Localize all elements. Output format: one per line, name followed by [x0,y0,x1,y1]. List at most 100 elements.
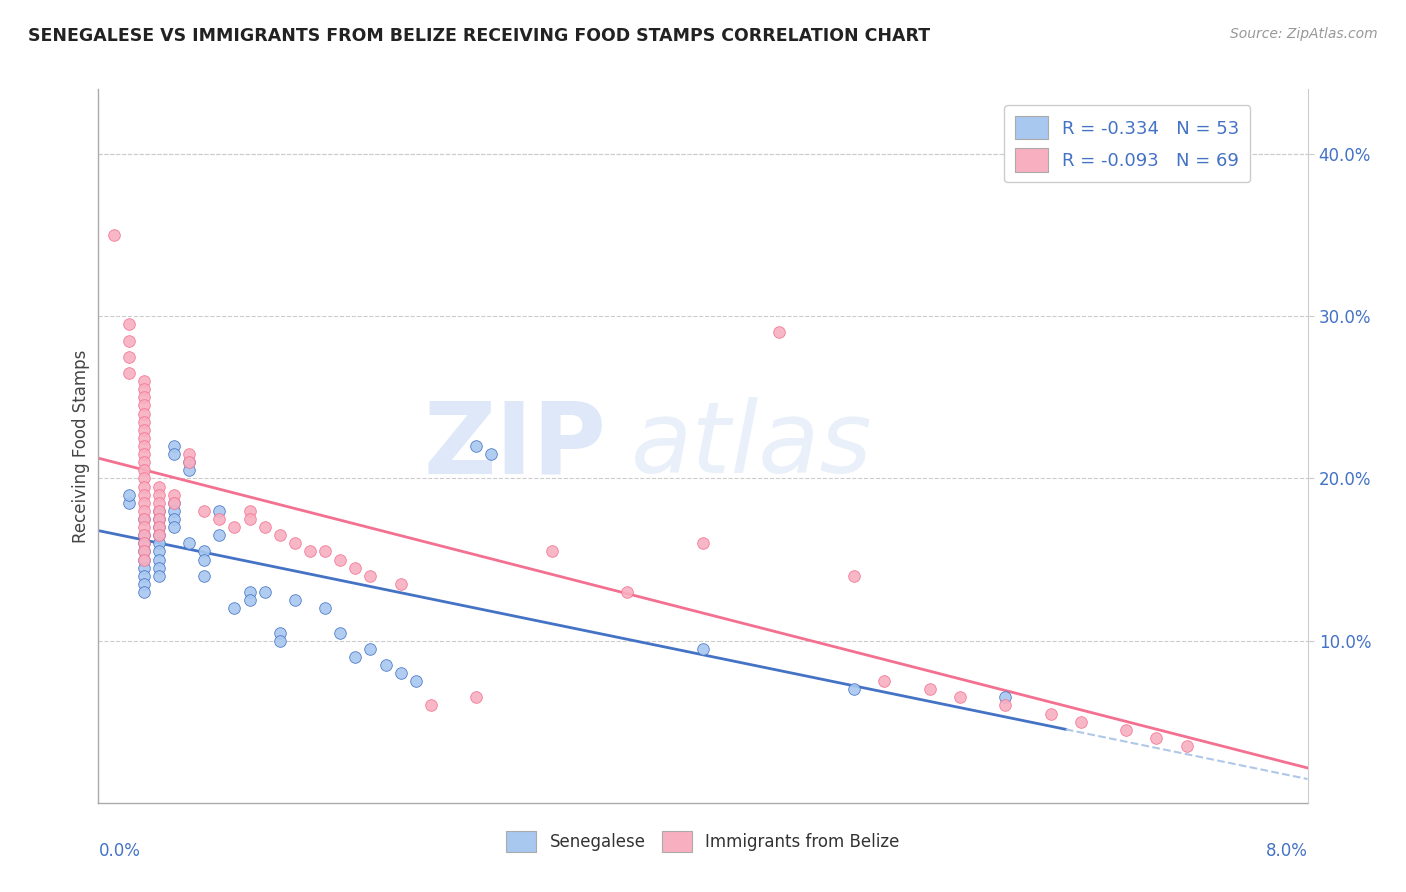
Point [768,326,790,340]
Point [253,585,276,599]
Point [873,674,896,689]
Point [132,471,155,485]
Text: 0.0%: 0.0% [98,842,141,860]
Point [148,496,170,510]
Point [132,552,155,566]
Point [224,520,246,534]
Point [148,488,170,502]
Point [148,552,170,566]
Point [329,625,352,640]
Point [118,334,141,348]
Point [692,536,714,550]
Point [239,593,262,607]
Point [132,544,155,558]
Point [163,488,186,502]
Point [1039,706,1062,721]
Point [224,601,246,615]
Point [118,350,141,364]
Point [132,520,155,534]
Point [163,520,186,534]
Point [132,488,155,502]
Point [132,585,155,599]
Point [132,431,155,445]
Point [994,690,1017,705]
Point [148,512,170,526]
Point [132,504,155,518]
Point [844,568,866,582]
Point [163,439,186,453]
Point [1070,714,1092,729]
Text: 8.0%: 8.0% [1265,842,1308,860]
Point [405,674,427,689]
Point [844,682,866,697]
Point [465,439,488,453]
Point [132,415,155,429]
Point [148,512,170,526]
Point [208,504,231,518]
Point [314,601,336,615]
Point [118,318,141,332]
Point [1146,731,1168,745]
Point [179,455,201,469]
Point [193,552,215,566]
Point [481,447,503,461]
Point [148,528,170,542]
Text: atlas: atlas [630,398,872,494]
Point [179,536,201,550]
Point [239,504,262,518]
Point [193,544,215,558]
Point [465,690,488,705]
Point [163,512,186,526]
Point [163,504,186,518]
Text: Source: ZipAtlas.com: Source: ZipAtlas.com [1230,27,1378,41]
Point [360,568,382,582]
Point [148,568,170,582]
Point [132,374,155,388]
Point [148,528,170,542]
Point [132,496,155,510]
Point [1115,723,1137,737]
Point [132,536,155,550]
Y-axis label: Receiving Food Stamps: Receiving Food Stamps [72,350,90,542]
Point [148,504,170,518]
Point [360,641,382,656]
Point [344,560,367,574]
Point [148,479,170,493]
Point [193,568,215,582]
Point [132,512,155,526]
Point [329,552,352,566]
Point [132,536,155,550]
Point [118,496,141,510]
Point [692,641,714,656]
Point [132,479,155,493]
Point [148,536,170,550]
Point [269,528,291,542]
Point [344,649,367,664]
Point [616,585,638,599]
Point [132,512,155,526]
Point [918,682,941,697]
Point [239,512,262,526]
Point [269,625,291,640]
Point [314,544,336,558]
Point [389,577,412,591]
Point [949,690,972,705]
Point [179,463,201,477]
Point [148,544,170,558]
Point [132,463,155,477]
Point [132,568,155,582]
Point [132,552,155,566]
Point [1175,739,1198,753]
Point [132,447,155,461]
Point [163,496,186,510]
Point [239,585,262,599]
Point [163,447,186,461]
Point [208,512,231,526]
Point [118,366,141,380]
Point [163,496,186,510]
Point [132,544,155,558]
Point [179,455,201,469]
Point [420,698,443,713]
Point [994,698,1017,713]
Point [132,577,155,591]
